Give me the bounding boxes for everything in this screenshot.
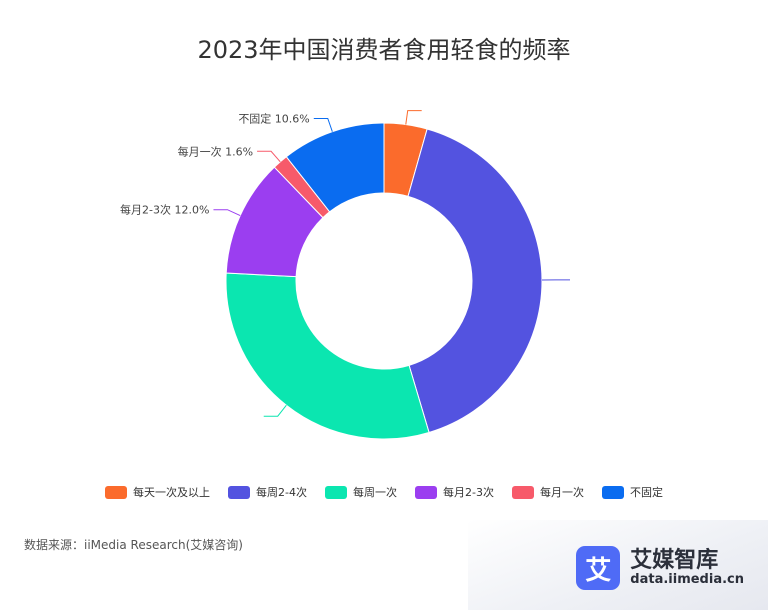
legend-label-6: 不固定 [629, 486, 663, 499]
brand-url: data.iimedia.cn [630, 572, 744, 588]
leader-line-5 [257, 150, 281, 163]
legend-item-2: 每周2-4次 [228, 484, 307, 500]
leader-line-1 [405, 110, 422, 125]
legend-swatch-4 [415, 485, 437, 499]
donut-chart: 每月2-3次 12.0% 每月一次 1.6% 不固定 10.6% [120, 110, 570, 440]
legend-item-4: 每月2-3次 [415, 484, 494, 500]
chart-title: 2023年中国消费者食用轻食的频率 [197, 36, 571, 64]
pie-slice-2 [407, 128, 543, 434]
legend-swatch-1 [105, 485, 128, 499]
chart-legend: 每天一次及以上 每周2-4次 每周一次 每月2-3次 每月一次 不固定 [0, 484, 768, 500]
legend-swatch-6 [601, 485, 624, 499]
legend-item-5: 每月一次 [511, 484, 584, 500]
slice-label-6: 不固定 10.6% [238, 111, 309, 125]
slice-label-4: 每月2-3次 12.0% [120, 203, 209, 217]
slice-label-5: 每月一次 1.6% [178, 144, 253, 158]
legend-swatch-5 [511, 485, 534, 499]
leader-line-3 [263, 404, 287, 417]
brand-watermark: 艾 艾媒智库 data.iimedia.cn [576, 546, 744, 590]
pie-slice-6 [285, 122, 385, 213]
legend-label-5: 每月一次 [539, 486, 584, 499]
leader-line-4 [213, 209, 241, 216]
legend-item-3: 每周一次 [325, 484, 397, 500]
leader-line-6 [313, 117, 333, 132]
legend-label-1: 每天一次及以上 [133, 486, 211, 499]
legend-label-4: 每月2-3次 [443, 486, 494, 499]
brand-name: 艾媒智库 [630, 547, 719, 573]
legend-swatch-3 [325, 485, 347, 499]
pie-slice-3 [225, 272, 430, 440]
legend-label-2: 每周2-4次 [256, 486, 307, 499]
brand-logo-icon: 艾 [576, 546, 621, 590]
legend-swatch-2 [228, 485, 251, 499]
legend-label-3: 每周一次 [353, 486, 397, 499]
legend-item-1: 每天一次及以上 [105, 484, 210, 500]
data-source: 数据来源：iiMedia Research(艾媒咨询) [24, 538, 243, 552]
legend-item-6: 不固定 [601, 484, 663, 500]
